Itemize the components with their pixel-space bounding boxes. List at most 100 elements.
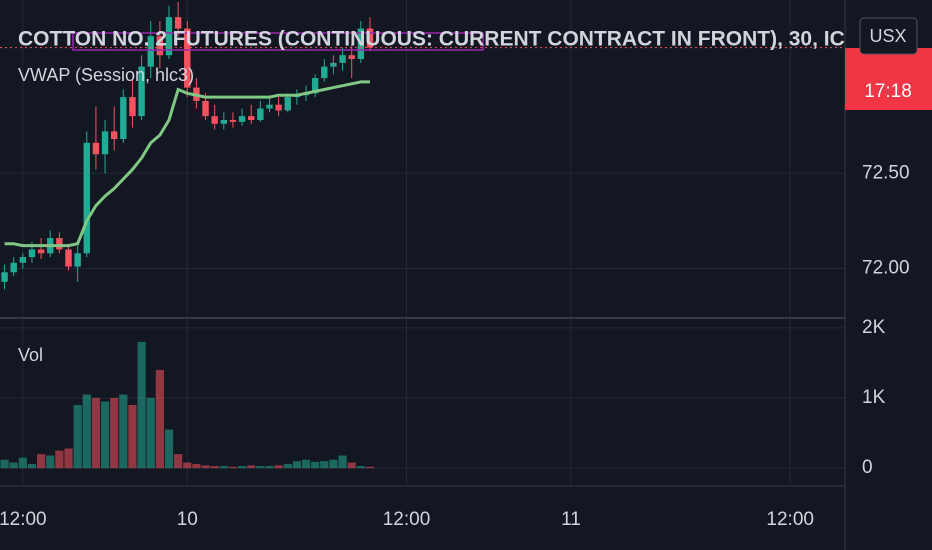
volume-bar (27, 463, 37, 469)
candle-body (339, 55, 346, 63)
volume-bar (365, 466, 375, 469)
volume-bar (119, 394, 128, 469)
volume-bar (146, 397, 155, 469)
volume-bar (174, 454, 183, 469)
volume-bar (137, 341, 146, 469)
volume-bar (247, 465, 256, 469)
candle-body (248, 116, 255, 120)
candle-body (65, 249, 72, 267)
volume-bar (292, 461, 302, 469)
candle-body (229, 119, 237, 122)
candle-body (129, 97, 136, 117)
marks (0, 1, 845, 469)
volume-bar (183, 462, 192, 469)
candle-body (330, 62, 337, 67)
candle-body (83, 142, 90, 254)
volume-bar (320, 461, 329, 469)
candle-body (56, 238, 63, 250)
candle-body (156, 36, 164, 56)
candle-body (257, 108, 264, 120)
volume-bar (91, 397, 101, 469)
price-tag (845, 48, 932, 110)
volume-bar (55, 450, 64, 469)
candle-body (220, 119, 228, 124)
candle-body (202, 100, 209, 117)
candle-body (101, 131, 109, 155)
volume-label: Vol (18, 345, 43, 365)
x-tick-label: 10 (177, 509, 198, 530)
volume-bar (36, 454, 46, 469)
volume-bar (64, 448, 73, 469)
volume-bar (301, 459, 311, 469)
chart-title: COTTON NO. 2 FUTURES (CONTINUOUS: CURREN… (18, 28, 845, 51)
candle-body (28, 249, 36, 258)
volume-bar (155, 369, 164, 469)
countdown: 17:18 (864, 81, 912, 102)
volume-bar (192, 463, 201, 469)
volume-bar (73, 405, 82, 469)
volume-bar (256, 466, 265, 469)
candle-body (174, 17, 182, 29)
candle-body (92, 142, 100, 155)
candle-body (110, 131, 118, 140)
candle-body (138, 66, 145, 117)
candle-body (266, 104, 273, 109)
candle-body (238, 116, 246, 122)
candle-body (357, 28, 365, 60)
y-tick-label: 72.00 (862, 258, 910, 279)
volume-bar (0, 459, 9, 469)
candle-body (275, 104, 282, 111)
volume-bar (265, 466, 274, 469)
candle-body (284, 97, 291, 111)
candle-body (37, 249, 45, 254)
candle-body (348, 55, 355, 60)
volume-bar (338, 455, 347, 469)
candle-body (366, 28, 374, 48)
volume-bar (329, 459, 338, 469)
candle-body (184, 28, 191, 88)
volume-bar (283, 463, 292, 469)
volume-bar (128, 405, 137, 469)
candle-body (147, 36, 154, 67)
candle-body (311, 78, 319, 94)
candle-body (321, 66, 328, 79)
volume-bar (18, 457, 27, 469)
currency-button[interactable] (859, 17, 918, 55)
candle-body (74, 253, 81, 267)
volume-bar (219, 466, 228, 469)
volume-bar (237, 466, 247, 469)
volume-bar (311, 461, 320, 469)
volume-bar (100, 401, 110, 469)
candle-body (211, 116, 218, 124)
volume-bar (356, 466, 365, 469)
candle-body (19, 257, 27, 263)
volume-bar (210, 466, 219, 469)
indicator-label: VWAP (Session, hlc3) (18, 65, 194, 85)
candle-body (1, 272, 8, 282)
volume-bar (347, 462, 356, 469)
candle-body (10, 262, 17, 273)
x-tick-label: 12:00 (0, 509, 47, 530)
volume-bar (228, 466, 238, 469)
volume-bar (110, 397, 119, 469)
volume-bar (46, 455, 55, 469)
candle-body (165, 17, 173, 56)
volume-bar (164, 429, 174, 469)
currency[interactable]: USX (869, 26, 906, 46)
volume-bar (82, 394, 91, 469)
y-tick-label: 1K (862, 387, 886, 408)
x-tick-label: 12:00 (383, 509, 431, 530)
y-tick-label: 2K (862, 317, 886, 338)
drawing-box (72, 32, 484, 51)
volume-bar (274, 465, 283, 469)
y-tick-label: 0 (862, 457, 873, 478)
candle-body (120, 97, 127, 140)
volume-bar (201, 465, 210, 469)
volume-bar (9, 462, 18, 469)
x-tick-label: 12:00 (766, 509, 814, 530)
vwap-line (4, 80, 370, 248)
x-tick-label: 11 (561, 509, 581, 530)
